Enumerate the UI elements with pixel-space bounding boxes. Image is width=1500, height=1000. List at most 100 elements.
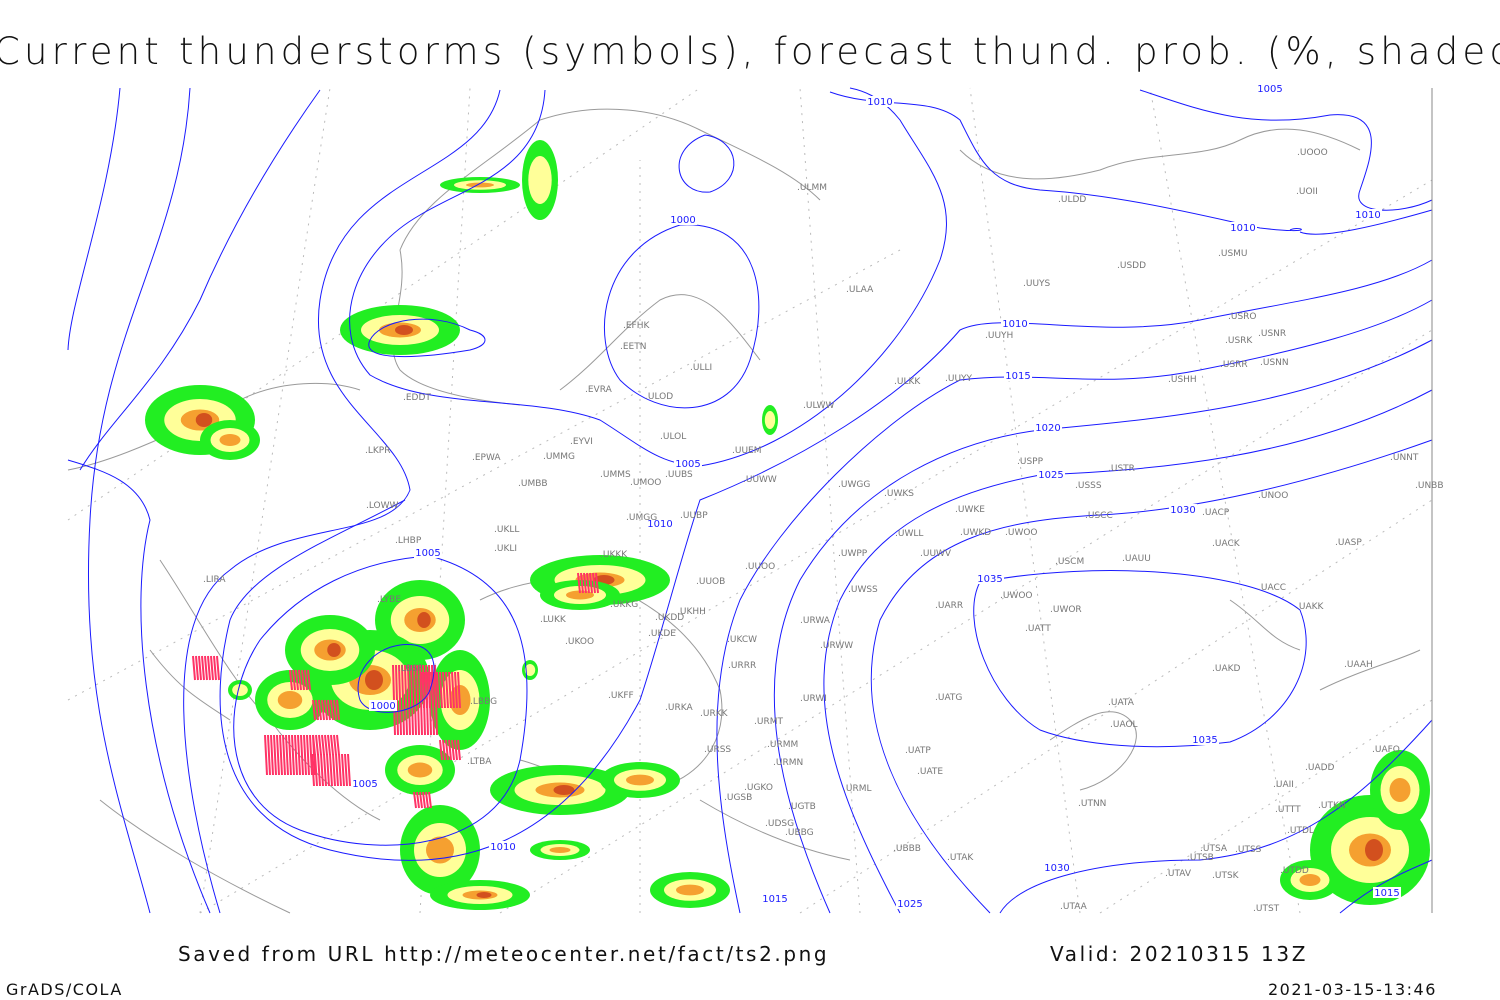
station-labels: .EDDT .LKPR .EPWA .UMMG .EYVI .ULOL .ULOD .EVRA… xyxy=(203,148,1444,914)
station-label: .UTSS xyxy=(1235,845,1262,855)
thunderstorm-symbol xyxy=(204,655,208,681)
thunderstorm-symbol xyxy=(300,734,304,776)
probability-area-high xyxy=(1299,874,1321,886)
station-label: .URKK xyxy=(700,709,729,719)
thunderstorm-symbol xyxy=(439,739,443,761)
station-label: .URMM xyxy=(767,740,798,750)
station-label: .UAKD xyxy=(1212,664,1241,674)
graticule-line xyxy=(799,499,1433,914)
thunderstorm-probability-shading xyxy=(145,140,1430,910)
thunderstorm-symbol xyxy=(267,734,271,776)
station-label: .UBBG xyxy=(785,828,814,838)
thunderstorm-symbol xyxy=(416,791,420,809)
thunderstorm-symbol xyxy=(333,699,337,721)
station-label: .UKLI xyxy=(494,544,517,554)
thunderstorm-symbol xyxy=(427,671,431,709)
station-label: .URMN xyxy=(773,758,803,768)
station-label: .UMOO xyxy=(630,478,661,488)
isobar xyxy=(870,439,1433,914)
thunderstorm-symbol xyxy=(213,655,217,681)
isobar-label: 1015 xyxy=(1005,371,1030,382)
thunderstorm-symbol xyxy=(273,734,277,776)
station-label: .UWKS xyxy=(884,489,914,499)
isobar-label: 1030 xyxy=(1170,505,1195,516)
thunderstorm-symbol xyxy=(448,671,452,709)
station-label: .USPP xyxy=(1017,457,1044,467)
station-label: .USCC xyxy=(1085,511,1113,521)
thunderstorm-symbol xyxy=(195,655,199,681)
isobars xyxy=(67,87,1433,914)
thunderstorm-symbol xyxy=(264,734,268,776)
thunderstorm-symbol xyxy=(335,753,339,787)
station-label: .UOOO xyxy=(1297,148,1328,158)
probability-area-max xyxy=(395,325,413,335)
thunderstorm-symbol xyxy=(442,671,446,709)
station-label: .ULOD xyxy=(645,392,673,402)
station-label: .UTTT xyxy=(1275,805,1301,815)
station-label: .USCM xyxy=(1055,557,1084,567)
thunderstorm-symbol xyxy=(589,572,593,594)
station-label: .LHBP xyxy=(395,536,422,546)
source-url-text: Saved from URL http://meteocenter.net/fa… xyxy=(178,942,830,966)
station-label: .LBBG xyxy=(470,697,497,707)
station-label: .USNR xyxy=(1258,329,1286,339)
thunderstorm-symbol xyxy=(330,734,334,756)
thunderstorm-symbol xyxy=(583,572,587,594)
probability-area-high xyxy=(277,691,303,709)
isobar-label: 1015 xyxy=(1374,888,1399,899)
probability-area-high xyxy=(407,762,433,778)
thunderstorm-symbol xyxy=(315,734,319,756)
isobar-label: 1035 xyxy=(1192,735,1217,746)
thunderstorm-symbol xyxy=(454,671,458,709)
isobar-label: 1030 xyxy=(1044,863,1069,874)
probability-area-max xyxy=(327,643,341,657)
station-label: .UATA xyxy=(1108,698,1135,708)
thunderstorm-symbol xyxy=(413,791,417,809)
isobar xyxy=(67,87,121,351)
station-label: .UWKE xyxy=(955,505,985,515)
station-label: .URMT xyxy=(754,717,783,727)
station-label: .UUEM xyxy=(732,446,762,456)
thunderstorm-symbol xyxy=(586,572,590,594)
thunderstorm-symbol xyxy=(338,753,342,787)
isobar-label: 1010 xyxy=(1355,210,1380,221)
thunderstorm-symbol xyxy=(289,669,293,691)
probability-area-high xyxy=(549,847,571,853)
isobar xyxy=(219,259,1433,861)
thunderstorm-symbol xyxy=(424,671,428,709)
isobar-label: 1005 xyxy=(1257,84,1282,95)
thunderstorm-symbol xyxy=(294,734,298,776)
coastline xyxy=(1049,711,1137,791)
station-label: .UAAH xyxy=(1344,660,1373,670)
station-label: .UWOR xyxy=(1050,605,1082,615)
isobar-label-bg xyxy=(866,96,894,107)
station-label: .EDDT xyxy=(403,393,431,403)
station-label: .UADD xyxy=(1305,763,1335,773)
valid-time: Valid: 20210315 13Z xyxy=(1050,942,1308,966)
coastline xyxy=(399,108,821,251)
thunderstorm-symbol xyxy=(320,753,324,787)
station-label: .ULWW xyxy=(803,401,835,411)
thunderstorm-symbol xyxy=(336,699,340,721)
station-label: .URRR xyxy=(728,661,756,671)
station-label: .USRO xyxy=(1228,312,1257,322)
station-label: .URSS xyxy=(704,745,731,755)
thunderstorm-symbol xyxy=(311,753,315,787)
coastline xyxy=(699,799,851,861)
graticule-line xyxy=(799,87,861,914)
isobar-label-bg xyxy=(1001,318,1029,329)
station-label: .UTKN xyxy=(1318,801,1346,811)
isobar-label: 1035 xyxy=(977,574,1002,585)
thunderstorm-symbol xyxy=(304,669,308,691)
station-label: .UAUU xyxy=(1122,554,1151,564)
isobar xyxy=(823,389,1433,914)
isobar xyxy=(87,87,191,914)
station-label: .UKKK xyxy=(600,550,628,560)
station-label: .UAOL xyxy=(1110,720,1138,730)
isobar-label-bg xyxy=(1034,422,1062,433)
isobar-label-bg xyxy=(1373,887,1401,898)
station-label: .UUOB xyxy=(696,577,725,587)
thunderstorm-symbol xyxy=(306,734,310,776)
thunderstorm-symbol xyxy=(198,655,202,681)
thunderstorm-symbol xyxy=(324,734,328,756)
